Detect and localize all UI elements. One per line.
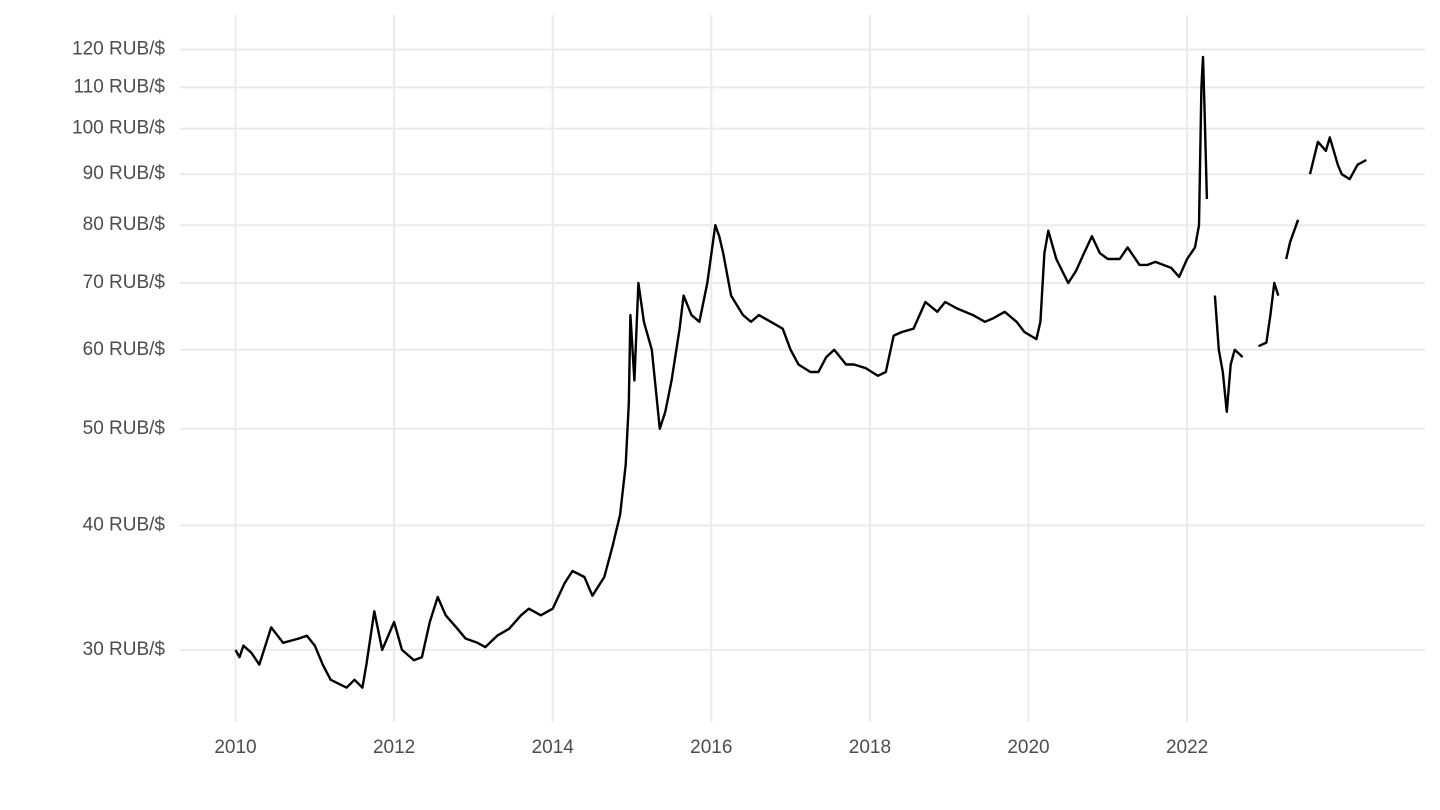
x-tick-label: 2022 xyxy=(1166,737,1208,758)
price-line xyxy=(234,55,1367,689)
y-tick-label: 70 RUB/$ xyxy=(83,272,166,293)
x-tick-label: 2020 xyxy=(1007,737,1049,758)
y-tick-label: 50 RUB/$ xyxy=(83,418,166,439)
y-tick-label: 60 RUB/$ xyxy=(83,339,166,360)
x-tick-label: 2014 xyxy=(532,737,575,758)
y-tick-label: 30 RUB/$ xyxy=(83,639,166,660)
x-tick-label: 2010 xyxy=(214,737,256,758)
y-tick-label: 40 RUB/$ xyxy=(83,514,166,535)
y-tick-label: 120 RUB/$ xyxy=(72,39,165,60)
x-tick-label: 2016 xyxy=(690,737,732,758)
y-tick-label: 80 RUB/$ xyxy=(83,214,166,235)
x-tick-label: 2012 xyxy=(373,737,415,758)
y-tick-label: 100 RUB/$ xyxy=(72,118,165,139)
y-tick-label: 110 RUB/$ xyxy=(73,76,165,97)
x-tick-label: 2018 xyxy=(849,737,891,758)
y-tick-label: 90 RUB/$ xyxy=(83,163,166,184)
